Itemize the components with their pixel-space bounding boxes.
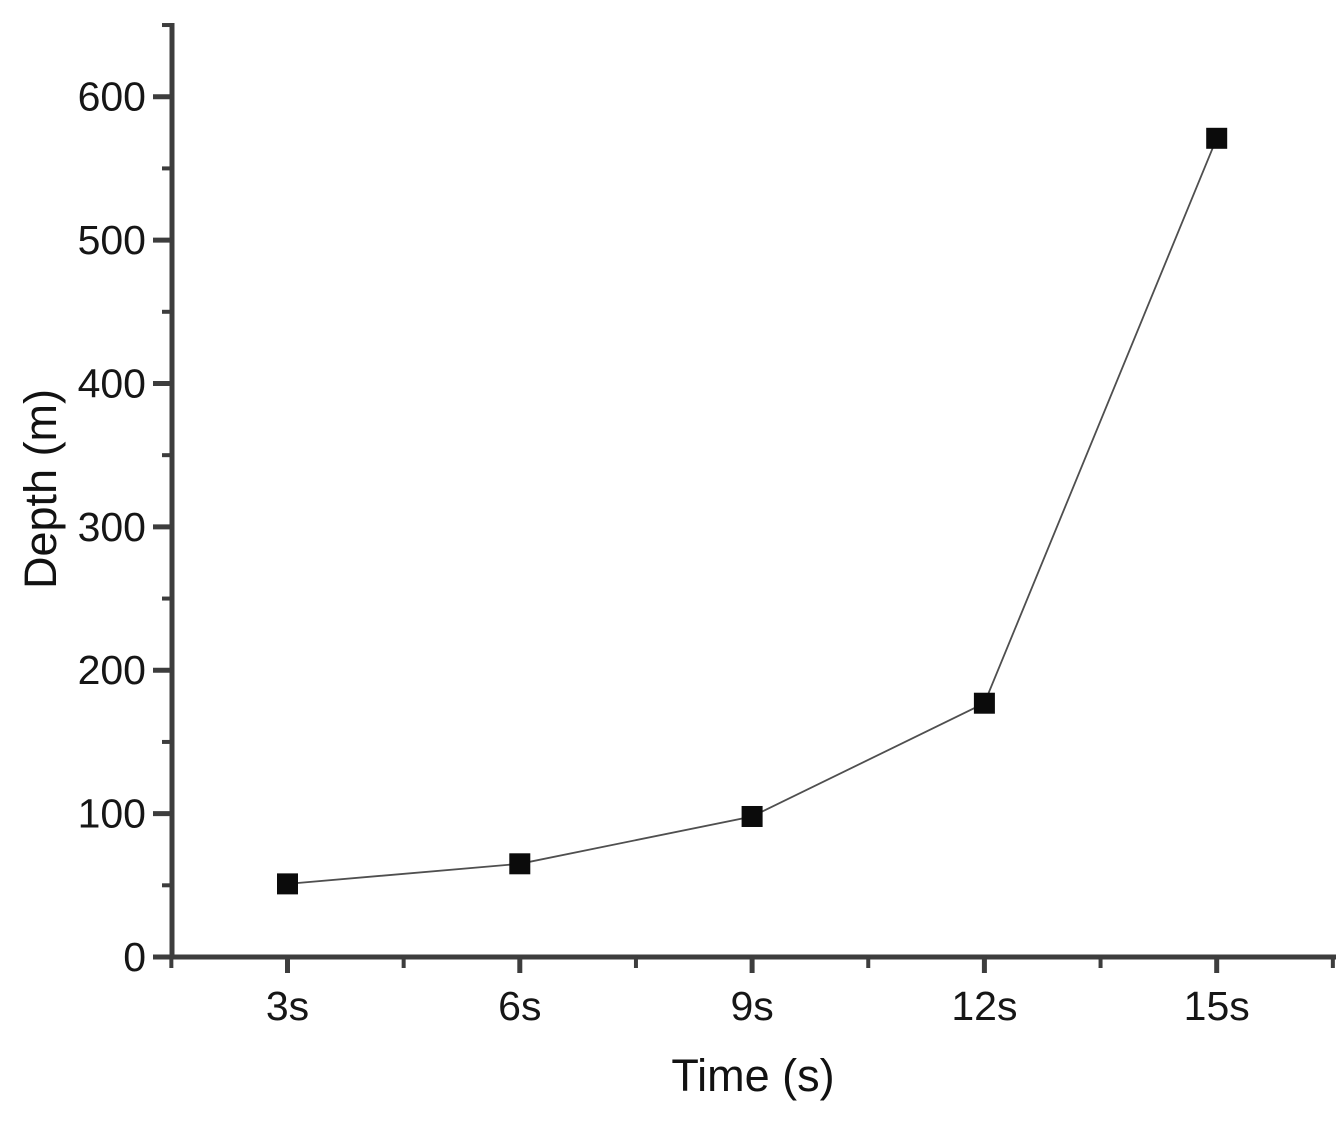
y-tick-label: 600 [78,74,146,120]
data-point-marker [509,853,531,875]
data-point-marker [1206,127,1228,149]
y-axis-title: Depth (m) [15,389,66,589]
x-axis-title: Time (s) [671,1050,834,1101]
y-tick-label: 200 [78,647,146,693]
x-tick-label: 15s [1184,983,1250,1029]
y-tick-label: 100 [78,791,146,837]
y-tick-label: 400 [78,360,146,406]
data-point-marker [741,805,763,827]
series-line [287,137,1218,885]
y-tick-label: 300 [78,504,146,550]
data-point-marker [973,692,995,714]
y-tick-label: 500 [78,217,146,263]
data-point-marker [277,873,298,895]
y-tick-label: 0 [123,934,146,980]
x-tick-label: 6s [498,983,541,1029]
x-tick-label: 12s [951,983,1017,1029]
x-tick-label: 3s [266,983,309,1029]
x-tick-label: 9s [730,983,773,1029]
